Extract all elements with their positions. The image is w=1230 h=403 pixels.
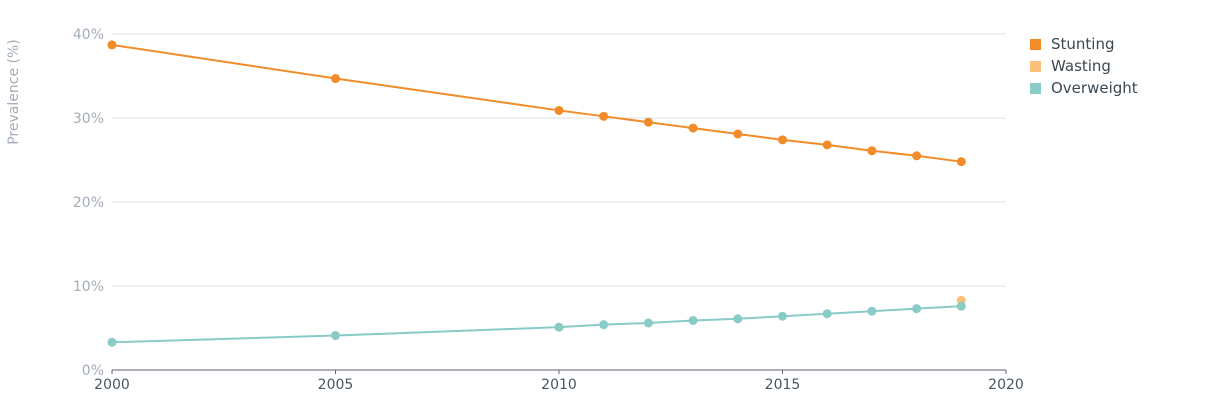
overweight-point[interactable] — [688, 315, 698, 325]
overweight-point[interactable] — [778, 311, 787, 321]
stunting-point[interactable] — [554, 105, 564, 115]
stunting-point[interactable] — [822, 140, 832, 150]
stunting-point[interactable] — [867, 146, 877, 156]
y-axis-ticks: 0% 10% 20% 30% 40% — [73, 27, 104, 379]
series-layer — [107, 40, 966, 347]
legend-label: Stunting — [1051, 35, 1115, 53]
overweight-point[interactable] — [956, 301, 966, 311]
overweight-point[interactable] — [733, 314, 743, 324]
legend-item-wasting[interactable]: Wasting — [1030, 55, 1138, 77]
stunting-point[interactable] — [688, 123, 698, 133]
x-tick-label: 2010 — [541, 377, 577, 393]
overweight-point[interactable] — [107, 337, 117, 347]
stunting-point[interactable] — [912, 151, 922, 161]
legend-swatch — [1030, 38, 1041, 50]
y-tick-label: 40% — [73, 27, 104, 43]
y-axis-label: Prevalence (%) — [6, 39, 22, 145]
stunting-point[interactable] — [599, 111, 609, 121]
legend-item-stunting[interactable]: Stunting — [1030, 33, 1138, 55]
stunting-point[interactable] — [331, 74, 340, 84]
stunting-point[interactable] — [778, 135, 787, 145]
legend: Stunting Wasting Overweight — [1030, 33, 1138, 99]
overweight-point[interactable] — [554, 322, 564, 332]
overweight-point[interactable] — [867, 306, 877, 316]
stunting-point[interactable] — [643, 117, 653, 127]
stunting-line — [111, 43, 962, 163]
stunting-point[interactable] — [956, 157, 966, 167]
legend-label: Overweight — [1051, 79, 1138, 97]
x-tick-label: 2005 — [318, 377, 354, 393]
legend-swatch — [1030, 60, 1041, 72]
y-tick-label: 0% — [82, 363, 104, 379]
overweight-point[interactable] — [643, 318, 653, 328]
overweight-point[interactable] — [912, 304, 922, 314]
legend-item-overweight[interactable]: Overweight — [1030, 77, 1138, 99]
gridlines — [112, 33, 1006, 371]
y-tick-label: 10% — [73, 279, 104, 295]
x-tick-label: 2020 — [988, 377, 1024, 393]
y-tick-label: 20% — [73, 195, 104, 211]
overweight-point[interactable] — [599, 320, 609, 330]
legend-label: Wasting — [1051, 57, 1111, 75]
overweight-point[interactable] — [331, 331, 340, 341]
overweight-line — [111, 305, 962, 344]
x-tick-label: 2015 — [765, 377, 801, 393]
overweight-point[interactable] — [822, 309, 832, 319]
x-tick-label: 2000 — [94, 377, 130, 393]
x-axis-ticks: 2000 2005 2010 2015 2020 — [94, 370, 1024, 393]
stunting-point[interactable] — [733, 129, 743, 139]
stunting-point[interactable] — [107, 40, 117, 50]
y-tick-label: 30% — [73, 111, 104, 127]
legend-swatch — [1030, 82, 1041, 94]
